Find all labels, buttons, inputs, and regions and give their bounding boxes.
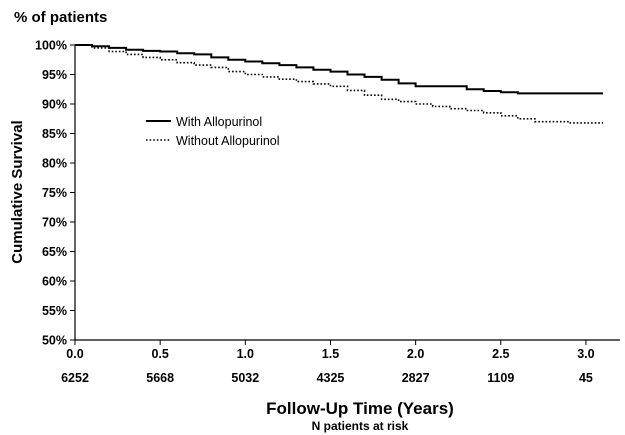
x-tick-label: 3.0 xyxy=(577,347,594,361)
y-tick-label: 100% xyxy=(35,39,67,53)
y-tick-label: 75% xyxy=(42,186,67,200)
x-tick-label: 0.0 xyxy=(66,347,83,361)
y-axis-label-group: Cumulative Survival xyxy=(9,120,26,263)
x-axis-sublabel: N patients at risk xyxy=(312,419,409,433)
at-risk-count: 5668 xyxy=(146,371,174,385)
x-ticks: 0.0 0.5 1.0 1.5 2.0 2.5 3.0 xyxy=(66,340,595,361)
y-tick-label: 65% xyxy=(42,245,67,259)
x-tick-label: 1.5 xyxy=(322,347,339,361)
legend-label-with-allopurinol: With Allopurinol xyxy=(176,115,262,129)
y-tick-label: 85% xyxy=(42,127,67,141)
y-tick-label: 95% xyxy=(42,68,67,82)
series-lines xyxy=(75,44,603,124)
y-tick-label: 60% xyxy=(42,275,67,289)
y-tick-label: 55% xyxy=(42,304,67,318)
at-risk-row: 6252 5668 5032 4325 2827 1109 45 xyxy=(61,371,593,385)
x-tick-label: 2.5 xyxy=(492,347,509,361)
x-tick-label: 1.0 xyxy=(237,347,254,361)
legend: With Allopurinol Without Allopurinol xyxy=(146,115,280,148)
at-risk-count: 45 xyxy=(579,371,593,385)
y-tick-label: 80% xyxy=(42,157,67,171)
at-risk-count: 5032 xyxy=(231,371,259,385)
series-line-without-allopurinol xyxy=(75,44,603,124)
chart-title: % of patients xyxy=(14,9,107,26)
y-tick-label: 70% xyxy=(42,216,67,230)
at-risk-count: 2827 xyxy=(402,371,430,385)
y-tick-label: 90% xyxy=(42,98,67,112)
y-axis-label: Cumulative Survival xyxy=(9,120,26,263)
x-tick-label: 0.5 xyxy=(151,347,168,361)
x-tick-label: 2.0 xyxy=(407,347,424,361)
y-tick-label: 50% xyxy=(42,334,67,348)
at-risk-count: 6252 xyxy=(61,371,89,385)
y-ticks: 100% 95% 90% 85% 80% 75% 70% 65% 60% 55% 50% xyxy=(35,39,75,348)
series-line-with-allopurinol xyxy=(75,44,603,95)
at-risk-count: 1109 xyxy=(487,371,514,385)
x-axis-label: Follow-Up Time (Years) xyxy=(266,399,454,418)
legend-label-without-allopurinol: Without Allopurinol xyxy=(176,134,280,148)
axes xyxy=(74,45,620,341)
at-risk-count: 4325 xyxy=(317,371,345,385)
